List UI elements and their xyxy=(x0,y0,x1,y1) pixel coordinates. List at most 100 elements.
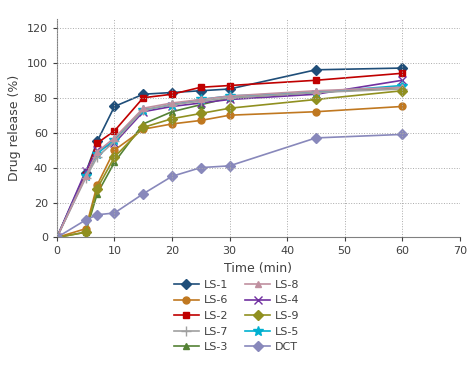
LS-2 xyxy=(83,172,89,177)
LS-2 xyxy=(400,71,405,75)
LS-4 xyxy=(198,101,204,105)
LS-6 xyxy=(198,118,204,123)
LS-3 xyxy=(83,230,89,234)
LS-8 xyxy=(54,235,60,240)
LS-1 xyxy=(140,92,146,97)
LS-3 xyxy=(111,160,117,165)
LS-4 xyxy=(227,97,232,102)
Legend: LS-1, LS-6, LS-2, LS-7, LS-3, LS-8, LS-4, LS-9, LS-5, DCT: LS-1, LS-6, LS-2, LS-7, LS-3, LS-8, LS-4… xyxy=(174,280,300,352)
DCT xyxy=(111,211,117,215)
LS-3 xyxy=(227,95,232,100)
LS-4 xyxy=(140,110,146,114)
LS-8 xyxy=(111,136,117,140)
X-axis label: Time (min): Time (min) xyxy=(224,262,292,275)
Line: LS-3: LS-3 xyxy=(54,84,406,241)
LS-3 xyxy=(198,102,204,107)
LS-5 xyxy=(313,90,319,95)
LS-4 xyxy=(54,235,60,240)
LS-5 xyxy=(169,102,175,107)
LS-2 xyxy=(111,129,117,133)
LS-3 xyxy=(313,90,319,95)
LS-4 xyxy=(94,148,100,152)
LS-8 xyxy=(227,94,232,98)
Line: LS-9: LS-9 xyxy=(54,87,406,241)
LS-3 xyxy=(400,85,405,90)
LS-2 xyxy=(54,235,60,240)
LS-4 xyxy=(83,169,89,173)
LS-9 xyxy=(94,186,100,191)
LS-6 xyxy=(54,235,60,240)
DCT xyxy=(313,136,319,140)
LS-6 xyxy=(313,110,319,114)
LS-8 xyxy=(313,88,319,93)
LS-7 xyxy=(83,176,89,180)
LS-9 xyxy=(169,116,175,121)
LS-3 xyxy=(54,235,60,240)
LS-6 xyxy=(83,226,89,231)
DCT xyxy=(54,235,60,240)
LS-3 xyxy=(169,110,175,114)
LS-6 xyxy=(400,104,405,109)
LS-9 xyxy=(140,125,146,130)
LS-7 xyxy=(94,155,100,159)
LS-2 xyxy=(313,78,319,83)
LS-7 xyxy=(54,235,60,240)
DCT xyxy=(227,164,232,168)
LS-5 xyxy=(198,97,204,102)
DCT xyxy=(94,213,100,217)
LS-5 xyxy=(54,235,60,240)
LS-5 xyxy=(400,83,405,88)
DCT xyxy=(400,132,405,137)
LS-1 xyxy=(400,66,405,70)
LS-8 xyxy=(198,97,204,102)
LS-2 xyxy=(227,83,232,88)
LS-4 xyxy=(169,104,175,109)
LS-9 xyxy=(313,97,319,102)
LS-4 xyxy=(111,141,117,146)
LS-5 xyxy=(111,137,117,142)
LS-7 xyxy=(111,139,117,144)
LS-1 xyxy=(54,235,60,240)
LS-5 xyxy=(94,151,100,156)
LS-5 xyxy=(83,174,89,178)
LS-9 xyxy=(111,155,117,159)
Line: LS-7: LS-7 xyxy=(52,84,407,242)
LS-7 xyxy=(400,87,405,91)
LS-1 xyxy=(111,104,117,109)
LS-1 xyxy=(227,87,232,91)
LS-1 xyxy=(169,90,175,95)
LS-1 xyxy=(198,88,204,93)
LS-3 xyxy=(94,192,100,196)
LS-9 xyxy=(400,88,405,93)
LS-4 xyxy=(313,92,319,97)
LS-7 xyxy=(140,108,146,112)
LS-9 xyxy=(54,235,60,240)
LS-8 xyxy=(400,85,405,90)
LS-9 xyxy=(227,106,232,111)
DCT xyxy=(169,174,175,178)
LS-5 xyxy=(140,108,146,112)
DCT xyxy=(140,192,146,196)
DCT xyxy=(83,218,89,222)
LS-1 xyxy=(313,67,319,72)
LS-1 xyxy=(83,170,89,175)
LS-5 xyxy=(227,94,232,98)
LS-1 xyxy=(94,139,100,144)
LS-7 xyxy=(198,99,204,103)
Line: DCT: DCT xyxy=(54,131,406,241)
LS-9 xyxy=(83,230,89,234)
LS-6 xyxy=(169,122,175,126)
Line: LS-1: LS-1 xyxy=(54,65,406,241)
LS-8 xyxy=(140,106,146,111)
LS-2 xyxy=(94,141,100,146)
LS-8 xyxy=(169,101,175,105)
LS-2 xyxy=(169,92,175,97)
LS-8 xyxy=(94,150,100,154)
LS-2 xyxy=(140,95,146,100)
LS-6 xyxy=(111,148,117,152)
Y-axis label: Drug release (%): Drug release (%) xyxy=(8,75,21,182)
LS-7 xyxy=(313,90,319,95)
LS-7 xyxy=(227,95,232,100)
Line: LS-2: LS-2 xyxy=(54,70,406,241)
LS-6 xyxy=(227,113,232,118)
